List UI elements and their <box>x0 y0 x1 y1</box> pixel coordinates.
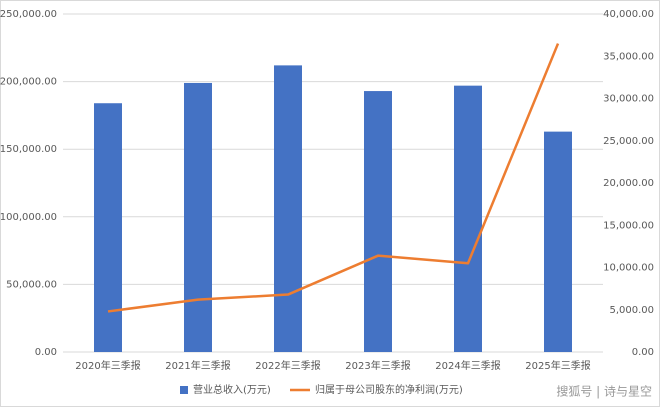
x-tick-label: 2020年三季报 <box>75 359 140 372</box>
y2-tick-label: 20,000.00 <box>603 178 654 189</box>
y-tick-label: 100,000.00 <box>0 212 57 223</box>
bar <box>184 82 212 353</box>
x-tick-label: 2023年三季报 <box>345 359 410 372</box>
y2-tick-label: 0.00 <box>632 347 654 358</box>
legend-label: 归属于母公司股东的净利润(万元) <box>315 383 463 396</box>
y-tick-label: 0.00 <box>35 347 57 358</box>
bar <box>94 103 122 353</box>
bar <box>454 85 482 352</box>
y-tick-label: 150,000.00 <box>0 144 57 155</box>
y-tick-label: 200,000.00 <box>0 77 57 88</box>
y2-tick-label: 35,000.00 <box>603 51 654 62</box>
bar <box>274 65 302 352</box>
legend-swatch <box>180 386 188 394</box>
y2-tick-label: 40,000.00 <box>603 9 654 20</box>
line <box>107 43 560 313</box>
y-tick-label: 250,000.00 <box>0 9 57 20</box>
watermark: 搜狐号 | 诗与星空 <box>556 384 652 399</box>
bar <box>364 91 392 353</box>
y2-tick-label: 30,000.00 <box>603 94 654 105</box>
x-tick-label: 2021年三季报 <box>165 359 230 372</box>
y2-tick-label: 5,000.00 <box>609 305 654 316</box>
bar <box>544 131 572 352</box>
y-tick-label: 50,000.00 <box>6 279 57 290</box>
x-tick-label: 2025年三季报 <box>525 359 590 372</box>
y2-tick-label: 10,000.00 <box>603 263 654 274</box>
x-tick-label: 2024年三季报 <box>435 359 500 372</box>
y2-tick-label: 25,000.00 <box>603 136 654 147</box>
x-tick-label: 2022年三季报 <box>255 359 320 372</box>
legend-label: 营业总收入(万元) <box>193 383 271 396</box>
y2-tick-label: 15,000.00 <box>603 220 654 231</box>
